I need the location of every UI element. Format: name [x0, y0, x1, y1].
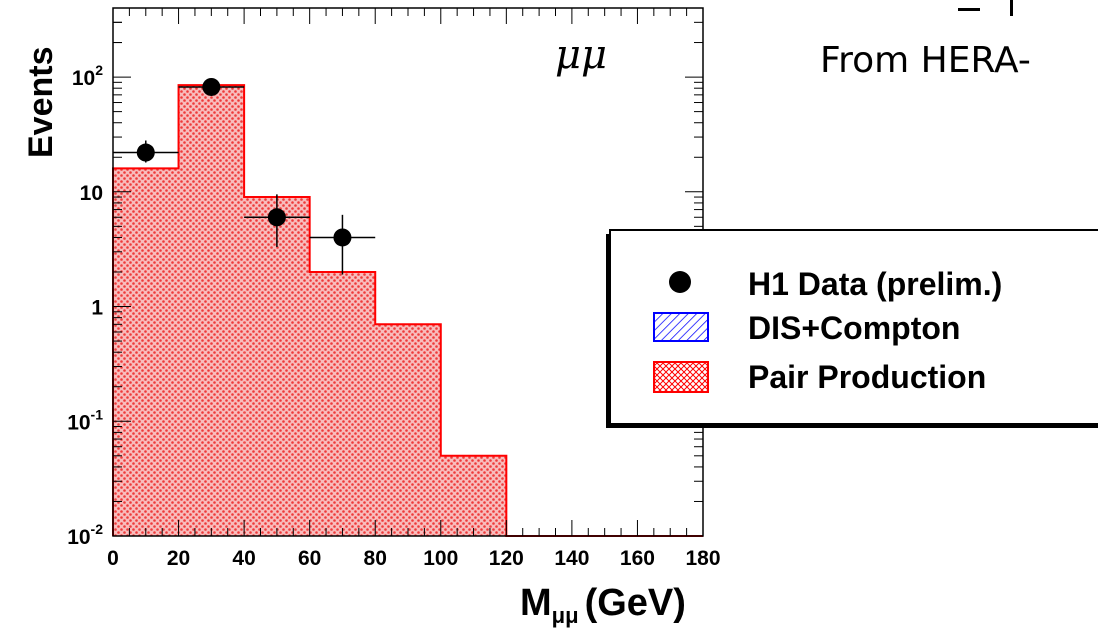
legend-box-shadow	[606, 234, 610, 428]
x-tick-label: 40	[232, 547, 255, 570]
x-tick-label: 160	[620, 547, 655, 570]
legend-label-dis: DIS+Compton	[748, 310, 960, 346]
x-tick-label: 180	[685, 547, 720, 570]
histogram-bar	[244, 197, 310, 536]
x-axis-title-sub: μμ	[552, 603, 579, 628]
x-tick-label: 20	[167, 547, 190, 570]
histogram-bar	[113, 168, 179, 536]
y-tick-label-base: 1	[91, 297, 103, 320]
channel-annotation: μμ	[555, 32, 607, 78]
x-tick-label: 80	[364, 547, 387, 570]
y-tick-label-base: 10	[80, 182, 103, 205]
data-point	[333, 228, 352, 247]
legend-label-pair: Pair Production	[748, 359, 986, 395]
data-point	[202, 77, 221, 96]
data-points	[113, 77, 376, 275]
slide-partial-underline	[958, 8, 980, 11]
data-point	[267, 208, 286, 227]
x-tick-label: 100	[423, 547, 458, 570]
histogram-bar	[375, 324, 441, 536]
data-point	[136, 143, 155, 162]
legend: H1 Data (prelim.) DIS+Compton Pair Produ…	[606, 229, 1098, 428]
slide-partial-title: From HERA-	[820, 40, 1031, 81]
y-tick-label-exp: -2	[91, 521, 104, 537]
x-tick-label: 140	[554, 547, 589, 570]
x-axis-title-main: M	[520, 582, 552, 624]
y-tick-label-base: 10	[72, 67, 95, 90]
y-tick-label: 10-2	[67, 521, 103, 549]
y-tick-label-exp: -1	[91, 406, 104, 422]
x-tick-label: 60	[298, 547, 321, 570]
slide-partial-bar	[1010, 0, 1013, 16]
x-axis-title-unit: (GeV)	[585, 582, 686, 624]
legend-box-shadow-bottom	[606, 424, 1098, 428]
y-tick-label: 1	[91, 297, 103, 320]
y-tick-label: 102	[72, 62, 103, 90]
x-tick-labels: 0 20 40 60 80 100 120 140 160 180	[107, 547, 720, 570]
y-tick-label-base: 10	[67, 526, 90, 549]
x-axis-title: Mμμ (GeV)	[520, 582, 686, 628]
histogram-bar	[309, 272, 376, 536]
x-tick-label: 120	[489, 547, 524, 570]
y-tick-label: 10-1	[67, 406, 103, 434]
histogram-bar	[178, 85, 245, 536]
y-tick-label-base: 10	[67, 411, 90, 434]
legend-marker-data	[669, 271, 691, 293]
y-tick-label: 10	[80, 182, 103, 205]
legend-label-data: H1 Data (prelim.)	[748, 266, 1002, 302]
legend-swatch-pair	[653, 361, 709, 393]
y-axis-title: Events	[22, 47, 60, 159]
histogram-bars	[112, 84, 703, 537]
x-tick-label: 0	[107, 547, 119, 570]
y-tick-label-exp: 2	[95, 62, 103, 78]
legend-swatch-dis	[653, 312, 709, 342]
histogram-bar	[440, 455, 507, 536]
